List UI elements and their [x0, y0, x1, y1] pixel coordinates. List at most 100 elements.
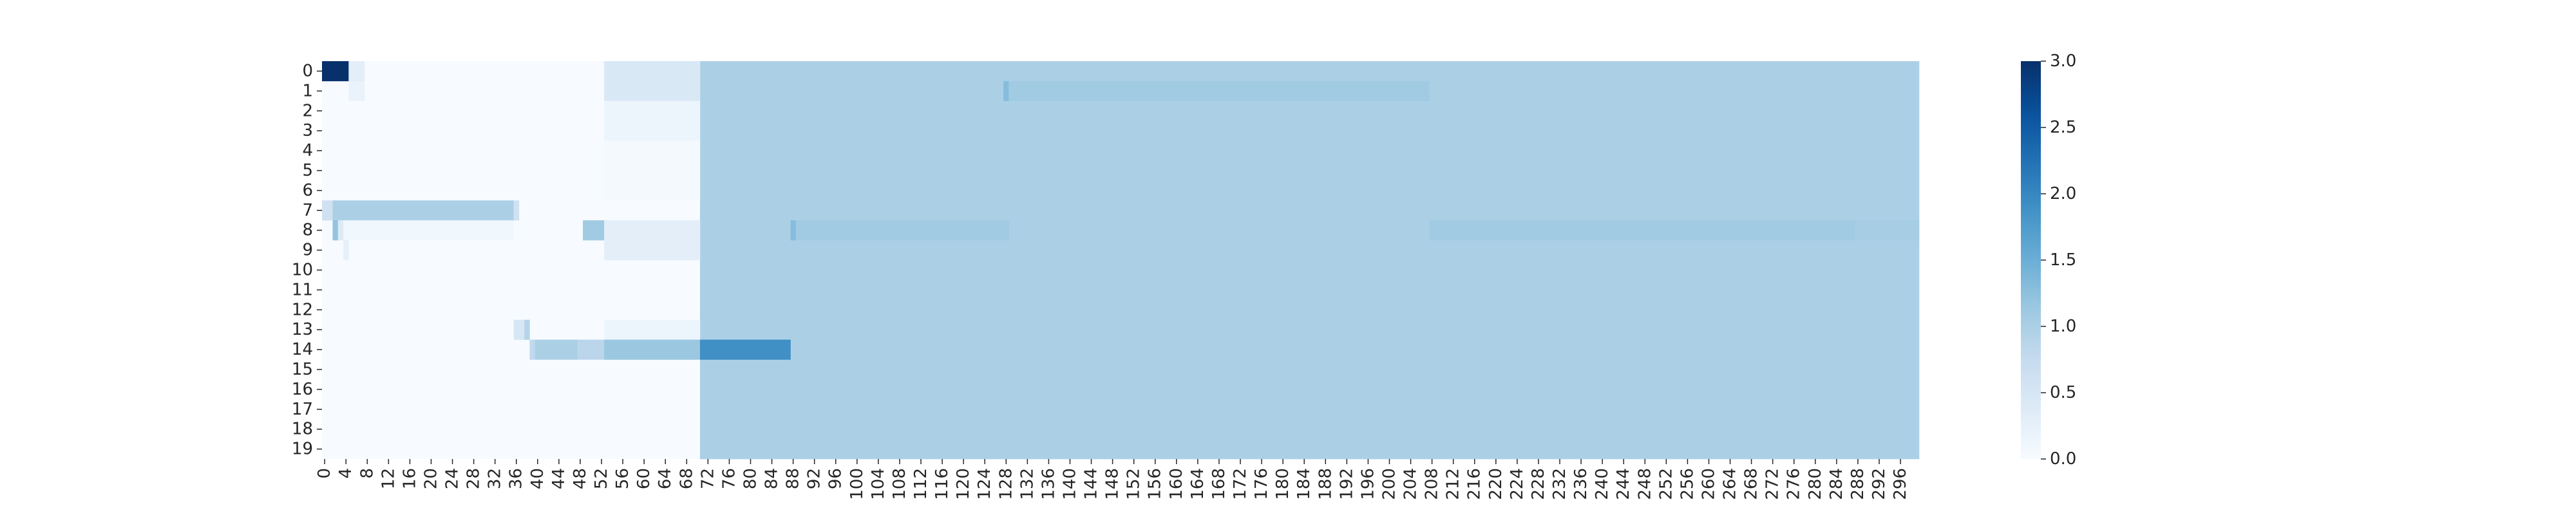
- x-tick-label-20: 20: [421, 468, 440, 489]
- x-tick-label-180: 180: [1273, 468, 1293, 500]
- heatmap-cell-block-19: [1429, 220, 1856, 241]
- colorbar-tick-label-2.0: 2.0: [2050, 184, 2076, 203]
- x-tick-label-240: 240: [1593, 468, 1612, 500]
- x-tick-label-4: 4: [336, 468, 355, 479]
- x-tick-label-204: 204: [1401, 468, 1421, 500]
- y-tick-label-11: 11: [292, 280, 313, 299]
- heatmap-cell-block-1: [322, 61, 349, 82]
- x-tick-label-228: 228: [1529, 468, 1548, 500]
- heatmap-cell-block-22: [513, 319, 525, 340]
- x-tick-label-16: 16: [400, 468, 419, 489]
- x-tick-label-288: 288: [1848, 468, 1868, 500]
- x-tick-label-200: 200: [1379, 468, 1399, 500]
- y-tick-label-19: 19: [292, 440, 313, 459]
- x-tick-label-112: 112: [911, 468, 931, 500]
- x-tick-label-264: 264: [1721, 468, 1740, 500]
- y-tick-label-5: 5: [302, 161, 313, 180]
- x-tick-label-36: 36: [507, 468, 526, 489]
- x-tick-label-120: 120: [954, 468, 973, 500]
- heatmap-cell-block-11: [513, 200, 520, 221]
- colorbar-ticks: 0.0 0.5 1.0 1.5 2.0 2.5 3.0: [2041, 52, 2076, 469]
- y-tick-label-9: 9: [302, 241, 313, 260]
- x-tick-label-292: 292: [1870, 468, 1889, 500]
- heatmap-cell-block-18: [795, 220, 1009, 241]
- y-tick-label-0: 0: [302, 61, 313, 80]
- x-tick-label-276: 276: [1785, 468, 1804, 500]
- x-tick-label-144: 144: [1082, 468, 1101, 500]
- x-tick-label-100: 100: [848, 468, 867, 500]
- x-tick-label-24: 24: [443, 468, 462, 489]
- x-tick-label-12: 12: [379, 468, 398, 489]
- x-tick-label-220: 220: [1486, 468, 1506, 500]
- y-tick-label-12: 12: [292, 300, 313, 319]
- x-tick-label-192: 192: [1337, 468, 1356, 500]
- heatmap-cell-block-23: [524, 319, 530, 340]
- x-tick-label-252: 252: [1656, 468, 1676, 500]
- x-tick-label-268: 268: [1742, 468, 1761, 500]
- x-tick-label-152: 152: [1124, 468, 1144, 500]
- heatmap-cells: [322, 61, 1920, 460]
- x-tick-label-244: 244: [1614, 468, 1633, 500]
- x-tick-label-88: 88: [784, 468, 803, 489]
- x-tick-label-148: 148: [1103, 468, 1122, 500]
- y-tick-label-15: 15: [292, 360, 313, 379]
- x-tick-label-188: 188: [1316, 468, 1335, 500]
- y-tick-label-8: 8: [302, 221, 313, 240]
- heatmap-cell-block-3: [604, 61, 701, 102]
- heatmap-cell-block-14: [343, 220, 514, 241]
- x-tick-label-168: 168: [1209, 468, 1229, 500]
- heatmap-cell-block-17: [790, 220, 797, 241]
- x-tick-label-172: 172: [1231, 468, 1250, 500]
- x-tick-label-84: 84: [762, 468, 782, 489]
- y-tick-label-13: 13: [292, 320, 313, 339]
- heatmap-cell-block-29: [699, 339, 791, 360]
- x-tick-label-128: 128: [996, 468, 1016, 500]
- colorbar-tick-label-3.0: 3.0: [2050, 52, 2076, 71]
- x-tick-label-208: 208: [1423, 468, 1442, 500]
- y-tick-label-16: 16: [292, 380, 313, 399]
- y-tick-label-14: 14: [292, 340, 313, 359]
- x-tick-label-72: 72: [698, 468, 717, 489]
- x-tick-label-260: 260: [1699, 468, 1718, 500]
- heatmap-cell-block-0: [699, 61, 1920, 460]
- x-tick-label-232: 232: [1550, 468, 1569, 500]
- x-tick-label-60: 60: [634, 468, 654, 489]
- heatmap-cell-block-8: [604, 140, 701, 201]
- heatmap-cell-block-28: [604, 339, 701, 360]
- heatmap-cell-block-15: [583, 220, 605, 241]
- colorbar-tick-label-0.5: 0.5: [2050, 383, 2076, 402]
- x-tick-label-176: 176: [1252, 468, 1271, 500]
- x-tick-label-32: 32: [486, 468, 505, 489]
- x-tick-label-160: 160: [1167, 468, 1186, 500]
- y-tick-label-6: 6: [302, 181, 313, 200]
- y-tick-label-17: 17: [292, 400, 313, 419]
- x-tick-label-136: 136: [1039, 468, 1058, 500]
- x-tick-label-296: 296: [1891, 468, 1910, 500]
- x-tick-label-196: 196: [1358, 468, 1378, 500]
- y-tick-label-10: 10: [292, 260, 313, 279]
- x-tick-label-64: 64: [656, 468, 675, 489]
- x-tick-label-132: 132: [1018, 468, 1037, 500]
- x-tick-label-248: 248: [1635, 468, 1654, 500]
- heatmap-cell-block-2: [348, 61, 365, 82]
- colorbar-tick-label-1.5: 1.5: [2050, 250, 2076, 270]
- x-tick-label-272: 272: [1763, 468, 1783, 500]
- heatmap-cell-block-10: [332, 200, 514, 221]
- y-tick-label-2: 2: [302, 101, 313, 120]
- x-tick-label-184: 184: [1294, 468, 1314, 500]
- x-tick-label-116: 116: [933, 468, 952, 500]
- x-tick-label-76: 76: [719, 468, 739, 489]
- x-tick-label-28: 28: [464, 468, 484, 489]
- x-tick-label-124: 124: [975, 468, 994, 500]
- x-tick-label-52: 52: [592, 468, 611, 489]
- heatmap-cell-block-20: [1855, 220, 1920, 241]
- y-tick-label-7: 7: [302, 201, 313, 220]
- heatmap-cell-block-13: [337, 220, 344, 241]
- x-tick-label-0: 0: [315, 468, 334, 479]
- x-tick-label-108: 108: [890, 468, 909, 500]
- x-tick-label-216: 216: [1465, 468, 1484, 500]
- x-tick-label-104: 104: [869, 468, 888, 500]
- heatmap-cell-block-4: [348, 80, 365, 102]
- x-tick-label-284: 284: [1827, 468, 1846, 500]
